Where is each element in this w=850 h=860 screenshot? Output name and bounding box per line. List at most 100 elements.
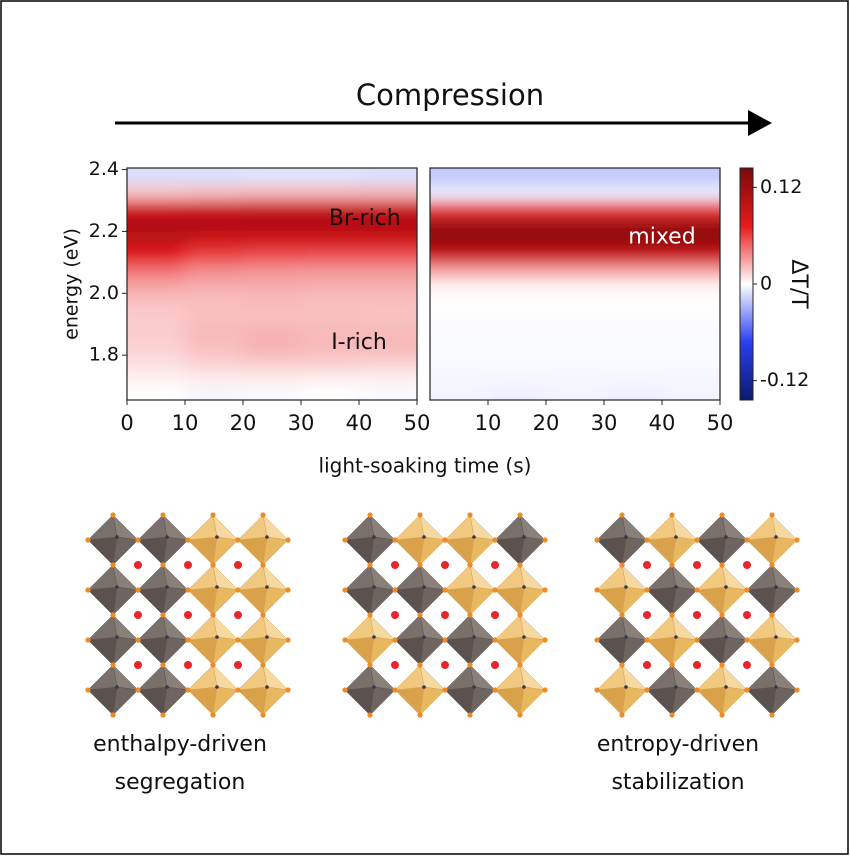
halide-atom bbox=[160, 612, 166, 618]
octahedron-face bbox=[519, 536, 546, 566]
octahedron-face bbox=[469, 536, 496, 566]
octahedron-face bbox=[394, 686, 425, 716]
halide-atom bbox=[542, 587, 548, 593]
heatmap-cell bbox=[662, 215, 720, 232]
caption: entropy-driven bbox=[597, 732, 759, 757]
octahedron-face bbox=[112, 686, 139, 716]
heatmap-cell bbox=[301, 277, 360, 294]
halide-atom bbox=[85, 637, 91, 643]
halide-atom bbox=[160, 712, 166, 718]
octahedron-face bbox=[87, 664, 118, 691]
halide-atom bbox=[185, 687, 191, 693]
cation-atom bbox=[134, 561, 142, 569]
halide-atom bbox=[235, 637, 241, 643]
cation-atom bbox=[184, 661, 192, 669]
octahedron-face bbox=[696, 514, 727, 541]
metal-atom bbox=[215, 535, 219, 539]
heatmap-cell bbox=[662, 308, 720, 325]
metal-atom bbox=[165, 685, 169, 689]
annotation: I-rich bbox=[331, 330, 387, 355]
halide-atom bbox=[392, 687, 398, 693]
heatmap-cell bbox=[430, 293, 489, 310]
heatmap-cell bbox=[430, 215, 489, 232]
heatmap-cell bbox=[604, 355, 663, 372]
halide-atom bbox=[794, 637, 800, 643]
octahedron-face bbox=[212, 686, 239, 716]
metal-atom bbox=[522, 535, 526, 539]
octahedron-face bbox=[262, 536, 289, 566]
halide-atom bbox=[669, 612, 675, 618]
heatmap-cell bbox=[604, 370, 663, 387]
heatmap-cell bbox=[546, 386, 605, 400]
halide-atom bbox=[135, 637, 141, 643]
metal-atom bbox=[674, 585, 678, 589]
heatmap-cell bbox=[430, 386, 489, 400]
heatmap-cell bbox=[662, 339, 720, 356]
octahedron-face bbox=[187, 586, 218, 616]
octahedron-face bbox=[262, 586, 289, 616]
heatmap-cell bbox=[430, 185, 489, 201]
heatmap-cell bbox=[488, 231, 547, 248]
halide-atom bbox=[135, 587, 141, 593]
halide-atom bbox=[619, 512, 625, 518]
lattice bbox=[342, 512, 548, 718]
octahedron-face bbox=[162, 536, 189, 566]
metal-atom bbox=[774, 685, 778, 689]
heatmap-cell bbox=[604, 262, 663, 279]
cation-atom bbox=[134, 611, 142, 619]
halide-atom bbox=[260, 512, 266, 518]
octahedron-face bbox=[444, 514, 475, 541]
annotation: Br-rich bbox=[329, 206, 401, 231]
octahedron-face bbox=[87, 514, 118, 541]
octahedron-face bbox=[494, 686, 525, 716]
octahedron-face bbox=[444, 664, 475, 691]
metal-atom bbox=[724, 635, 728, 639]
octahedron-face bbox=[721, 586, 748, 616]
halide-atom bbox=[467, 562, 473, 568]
heatmap-cell bbox=[430, 370, 489, 387]
cation-atom bbox=[234, 561, 242, 569]
halide-atom bbox=[517, 712, 523, 718]
halide-atom bbox=[669, 662, 675, 668]
cation-atom bbox=[441, 661, 449, 669]
heatmap-cell bbox=[127, 370, 186, 387]
octahedron-face bbox=[746, 564, 777, 591]
heatmap-cell bbox=[430, 339, 489, 356]
heatmap-cell bbox=[604, 231, 663, 248]
cation-atom bbox=[134, 661, 142, 669]
heatmap-cell bbox=[604, 215, 663, 232]
halide-atom bbox=[285, 587, 291, 593]
halide-atom bbox=[467, 662, 473, 668]
octahedron-face bbox=[344, 614, 375, 641]
metal-atom bbox=[724, 685, 728, 689]
octahedron-face bbox=[137, 586, 168, 616]
heatmap-cell bbox=[243, 355, 302, 372]
halide-atom bbox=[442, 587, 448, 593]
octahedron-face bbox=[646, 664, 677, 691]
cation-atom bbox=[743, 611, 751, 619]
heatmap-cell bbox=[604, 339, 663, 356]
octahedron-face bbox=[696, 636, 727, 666]
metal-atom bbox=[774, 535, 778, 539]
heatmap-cell bbox=[359, 246, 417, 263]
halide-atom bbox=[517, 562, 523, 568]
heatmap-cell bbox=[359, 370, 417, 387]
cation-atom bbox=[643, 611, 651, 619]
octahedron-face bbox=[112, 636, 139, 666]
metal-atom bbox=[522, 585, 526, 589]
heatmap-cell bbox=[359, 293, 417, 310]
cation-atom bbox=[693, 611, 701, 619]
lattice bbox=[594, 512, 800, 718]
octahedron-face bbox=[162, 636, 189, 666]
octahedron-face bbox=[237, 564, 268, 591]
octahedron-face bbox=[237, 586, 268, 616]
octahedron-face bbox=[162, 686, 189, 716]
halide-atom bbox=[285, 637, 291, 643]
cation-atom bbox=[693, 561, 701, 569]
octahedron-face bbox=[469, 636, 496, 666]
octahedron-face bbox=[237, 514, 268, 541]
octahedron-face bbox=[596, 514, 627, 541]
heatmap-cell bbox=[243, 339, 302, 356]
halide-atom bbox=[619, 712, 625, 718]
